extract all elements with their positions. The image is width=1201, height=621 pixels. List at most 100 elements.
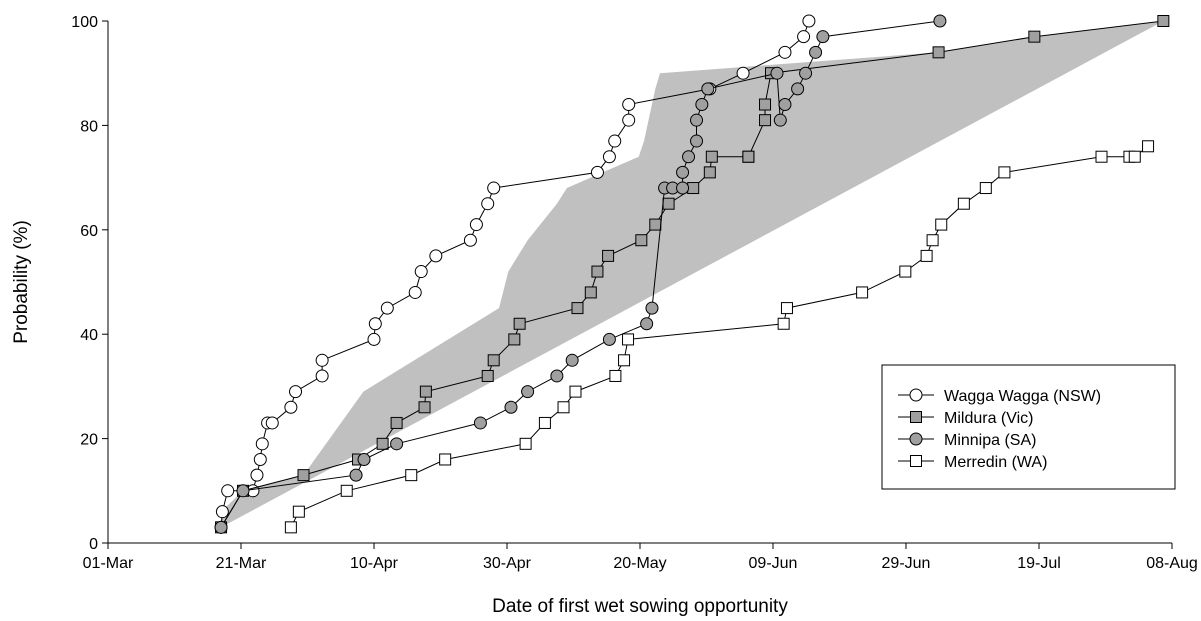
x-axis-title: Date of first wet sowing opportunity — [492, 596, 788, 617]
data-point — [1095, 150, 1108, 163]
legend-marker — [909, 388, 923, 402]
data-point — [602, 332, 616, 346]
data-point — [315, 353, 329, 367]
data-point — [998, 166, 1011, 179]
data-point — [622, 333, 635, 346]
data-point — [284, 521, 297, 534]
data-point — [622, 98, 636, 112]
data-point — [253, 452, 267, 466]
data-point — [221, 484, 235, 498]
data-point — [780, 302, 793, 315]
x-tick-label: 19-Jul — [1017, 555, 1061, 572]
y-tick-label: 100 — [71, 14, 98, 31]
data-point — [687, 182, 700, 195]
series-3 — [214, 14, 947, 534]
legend-marker — [910, 455, 922, 467]
data-point — [701, 82, 715, 96]
data-point — [521, 385, 535, 399]
data-point — [979, 182, 992, 195]
data-point — [571, 302, 584, 315]
data-point — [809, 45, 823, 59]
data-point — [622, 113, 636, 127]
data-point — [215, 505, 229, 519]
data-point — [390, 437, 404, 451]
data-point — [591, 265, 604, 278]
data-point — [463, 233, 477, 247]
data-point — [390, 416, 403, 429]
legend-label: Wagga Wagga (NSW) — [944, 388, 1101, 405]
shaded-region-layer — [221, 21, 1164, 528]
data-point — [429, 249, 443, 263]
data-point — [682, 150, 696, 164]
data-point — [284, 400, 298, 414]
data-point — [487, 181, 501, 195]
data-point — [957, 197, 970, 210]
data-point — [856, 286, 869, 299]
data-point — [380, 301, 394, 315]
x-tick-label: 01-Mar — [83, 555, 134, 572]
data-point — [368, 317, 382, 331]
data-point — [759, 98, 772, 111]
data-point — [481, 369, 494, 382]
data-point — [618, 354, 631, 367]
data-point — [297, 469, 310, 482]
data-point — [935, 218, 948, 231]
data-point — [649, 218, 662, 231]
data-point — [419, 385, 432, 398]
legend-box — [881, 364, 1176, 490]
data-point — [569, 385, 582, 398]
data-point — [315, 369, 329, 383]
data-point — [513, 317, 526, 330]
legend-marker — [910, 411, 922, 423]
data-point — [602, 150, 616, 164]
data-point — [1128, 150, 1141, 163]
y-tick-label: 0 — [89, 536, 98, 553]
x-tick-label: 30-Apr — [483, 555, 532, 572]
x-tick-label: 21-Mar — [216, 555, 267, 572]
data-point — [676, 181, 690, 195]
data-point — [926, 234, 939, 247]
data-point — [584, 286, 597, 299]
data-point — [773, 113, 787, 127]
series-4 — [284, 140, 1155, 534]
data-point — [609, 369, 622, 382]
data-point — [439, 453, 452, 466]
data-point — [481, 197, 495, 211]
data-point — [504, 400, 518, 414]
data-point — [645, 301, 659, 315]
data-point — [214, 520, 228, 534]
data-point — [469, 218, 483, 232]
data-point — [538, 416, 551, 429]
data-point — [408, 285, 422, 299]
data-point — [602, 249, 615, 262]
data-point — [802, 14, 816, 28]
data-point — [676, 165, 690, 179]
data-point — [473, 416, 487, 430]
data-point — [376, 437, 389, 450]
series-1 — [214, 14, 816, 534]
x-tick-label: 20-May — [613, 555, 666, 572]
data-point — [920, 249, 933, 262]
x-tick-label: 10-Apr — [350, 555, 399, 572]
data-point — [414, 265, 428, 279]
data-point — [742, 150, 755, 163]
data-point — [265, 416, 279, 430]
data-point — [292, 505, 305, 518]
data-point — [250, 468, 264, 482]
data-point — [770, 66, 784, 80]
legend-marker — [909, 432, 923, 446]
x-tick-label: 09-Jun — [749, 555, 798, 572]
data-point — [759, 114, 772, 127]
data-point — [695, 98, 709, 112]
data-point — [550, 369, 564, 383]
legend-label: Mildura (Vic) — [944, 410, 1034, 427]
data-point — [690, 113, 704, 127]
legend: Wagga Wagga (NSW) Mildura (Vic) Minnipa (S… — [881, 364, 1176, 490]
y-tick-label: 80 — [80, 118, 98, 135]
axes: 0 20 40 60 80 100 01-Mar 21-Mar 10-Apr 30-Apr 20-M… — [71, 14, 1198, 572]
data-point — [367, 332, 381, 346]
data-point — [487, 354, 500, 367]
data-point — [662, 197, 675, 210]
y-tick-label: 20 — [80, 432, 98, 449]
